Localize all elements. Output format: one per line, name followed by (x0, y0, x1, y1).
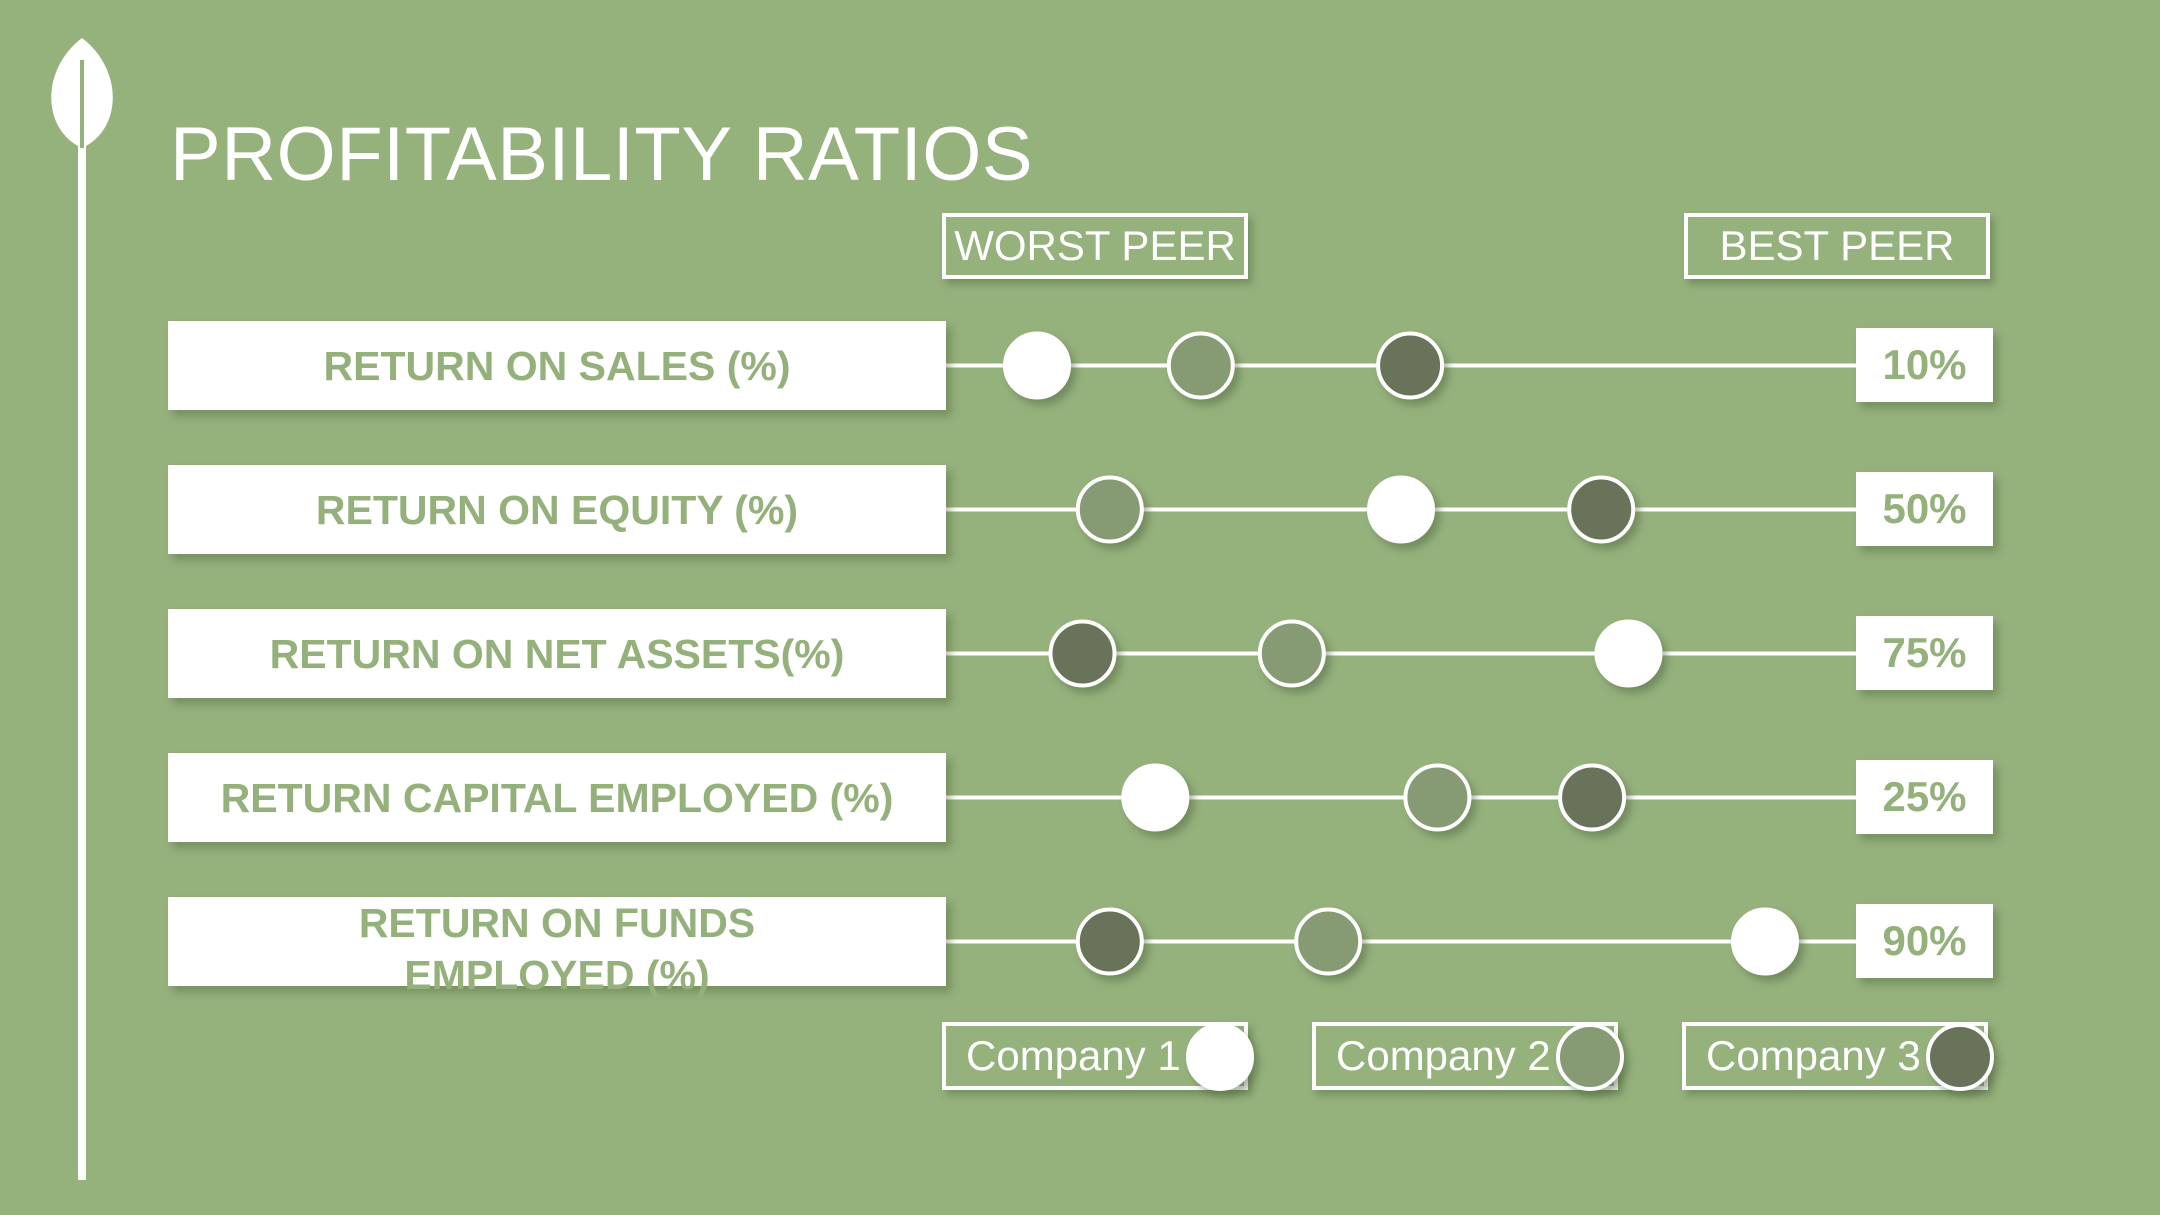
metric-label-return-on-net-assets: RETURN ON NET ASSETS(%) (168, 609, 946, 698)
value-label-return-on-net-assets: 75% (1856, 616, 1993, 690)
legend-item-company-2: Company 2 (1312, 1022, 1618, 1090)
legend-swatch-company-3 (1926, 1023, 1994, 1091)
value-label-return-capital-employed: 25% (1856, 760, 1993, 834)
metric-label-return-on-funds-employed: RETURN ON FUNDS EMPLOYED (%) (168, 897, 946, 998)
value-label-return-on-sales: 10% (1856, 328, 1993, 402)
data-point-company-3-row-5 (1075, 907, 1144, 976)
legend-label-company-1: Company 1 (966, 1032, 1181, 1079)
value-label-return-on-equity: 50% (1856, 472, 1993, 546)
leaf-icon (51, 38, 113, 148)
best-peer-label: BEST PEER (1684, 213, 1990, 279)
data-point-company-1-row-2 (1367, 475, 1435, 544)
data-point-company-3-row-3 (1048, 619, 1117, 688)
legend-swatch-company-1 (1186, 1023, 1254, 1091)
value-label-return-on-funds-employed: 90% (1856, 904, 1993, 978)
data-point-company-3-row-4 (1558, 763, 1627, 832)
metric-label-return-on-sales: RETURN ON SALES (%) (168, 321, 946, 410)
data-point-company-3-row-2 (1567, 475, 1636, 544)
data-point-company-3-row-1 (1376, 331, 1445, 400)
data-point-company-2-row-4 (1403, 763, 1472, 832)
data-point-company-2-row-5 (1294, 907, 1363, 976)
data-point-company-2-row-1 (1166, 331, 1235, 400)
worst-peer-label: WORST PEER (942, 213, 1248, 279)
slide-title: PROFITABILITY RATIOS (170, 112, 1034, 197)
metric-label-return-on-equity: RETURN ON EQUITY (%) (168, 465, 946, 554)
data-point-company-1-row-4 (1121, 763, 1190, 832)
data-point-company-2-row-3 (1257, 619, 1326, 688)
legend-label-company-3: Company 3 (1706, 1032, 1921, 1079)
legend-swatch-company-2 (1556, 1023, 1624, 1091)
data-point-company-2-row-2 (1075, 475, 1144, 544)
metric-label-return-capital-employed: RETURN CAPITAL EMPLOYED (%) (168, 753, 946, 842)
data-point-company-1-row-3 (1594, 619, 1663, 688)
data-point-company-1-row-1 (1003, 331, 1071, 400)
legend-label-company-2: Company 2 (1336, 1032, 1551, 1079)
legend-item-company-1: Company 1 (942, 1022, 1248, 1090)
data-point-company-1-row-5 (1731, 907, 1799, 976)
